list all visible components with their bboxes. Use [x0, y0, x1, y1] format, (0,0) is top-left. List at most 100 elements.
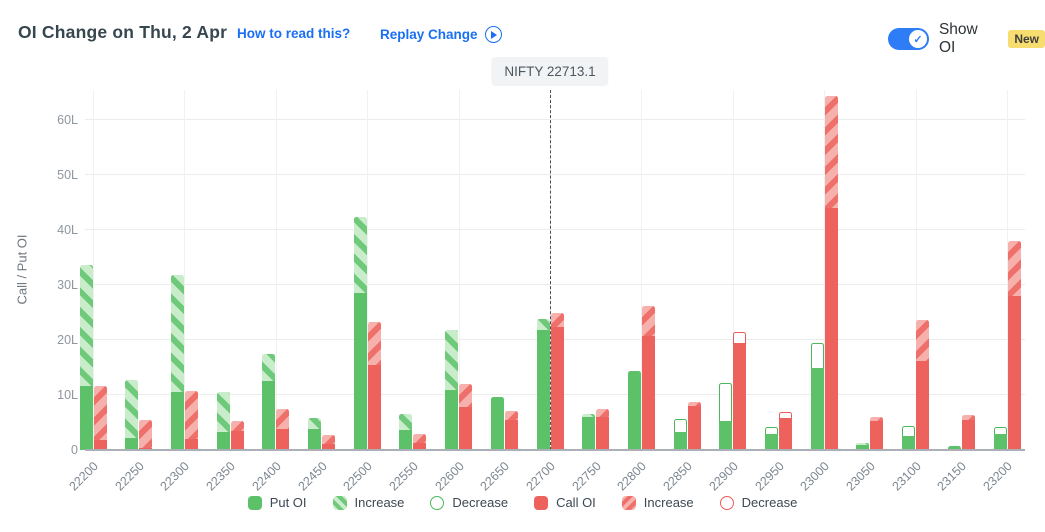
call-oi-segment: [367, 364, 381, 450]
put-oi-segment: [536, 330, 550, 450]
oi-bar-call-22850[interactable]: [687, 401, 701, 450]
oi-change-chart: [79, 90, 1025, 450]
oi-bar-call-22350[interactable]: [230, 421, 244, 450]
oi-bar-call-23000[interactable]: [824, 95, 838, 450]
oi-bar-call-22950[interactable]: [779, 411, 792, 450]
call-oi-segment: [230, 431, 244, 450]
oi-bar-put-23200[interactable]: [993, 426, 1007, 450]
y-tick-label: 40L: [57, 223, 78, 237]
oi-bar-call-23050[interactable]: [870, 417, 884, 450]
call-oi-segment: [184, 439, 198, 450]
chart-legend: Put OI Increase Decrease Call OI Increase Dec…: [0, 495, 1045, 510]
oi-bar-put-22850[interactable]: [673, 418, 687, 450]
legend-item-red-solid: Call OI: [534, 495, 596, 510]
oi-bar-put-22700[interactable]: [536, 318, 550, 450]
oi-bar-call-22400[interactable]: [276, 408, 290, 450]
put-increase-segment: [170, 275, 184, 393]
gridline: [733, 90, 734, 450]
oi-bar-put-22900[interactable]: [719, 382, 733, 450]
put-oi-segment: [627, 371, 641, 450]
oi-bar-put-22400[interactable]: [262, 353, 276, 450]
put-decrease-segment: [765, 426, 778, 434]
oi-bar-call-22800[interactable]: [641, 305, 655, 450]
put-oi-segment: [353, 293, 367, 450]
oi-bar-put-22300[interactable]: [170, 275, 184, 450]
put-oi-segment: [947, 445, 961, 450]
oi-bar-put-22550[interactable]: [399, 414, 413, 450]
oi-bar-put-22750[interactable]: [582, 414, 596, 450]
oi-bar-call-22450[interactable]: [322, 434, 335, 450]
oi-bar-call-23150[interactable]: [961, 415, 975, 450]
call-oi-segment: [641, 335, 655, 450]
put-oi-segment: [170, 392, 184, 450]
play-icon[interactable]: [484, 26, 502, 43]
replay-change-button[interactable]: Replay Change: [380, 26, 502, 43]
x-axis-line: [85, 449, 1025, 451]
put-increase-segment: [79, 264, 93, 386]
put-oi-segment: [490, 396, 504, 450]
put-increase-segment: [262, 353, 276, 382]
call-oi-segment: [596, 417, 610, 450]
oi-bar-call-23100[interactable]: [916, 320, 930, 450]
call-oi-segment: [550, 326, 564, 450]
put-oi-segment: [399, 429, 413, 450]
oi-bar-put-22800[interactable]: [627, 371, 641, 450]
gridline: [641, 90, 642, 450]
oi-bar-call-22250[interactable]: [139, 419, 153, 450]
call-oi-segment: [824, 208, 838, 450]
put-increase-segment: [582, 414, 596, 417]
call-increase-segment: [276, 408, 290, 430]
oi-bar-put-22350[interactable]: [216, 392, 230, 450]
oi-bar-call-23200[interactable]: [1007, 241, 1021, 450]
call-increase-segment: [1007, 241, 1021, 296]
call-oi-segment: [276, 429, 290, 450]
call-oi-segment: [322, 443, 335, 450]
y-tick-label: 20L: [57, 333, 78, 347]
gridline: [367, 90, 368, 450]
call-increase-segment: [230, 421, 244, 432]
put-decrease-segment: [810, 342, 824, 368]
oi-bar-put-23100[interactable]: [902, 426, 916, 450]
oi-bar-call-22500[interactable]: [367, 321, 381, 450]
call-oi-segment: [961, 420, 975, 450]
call-increase-segment: [322, 434, 335, 444]
green-hatch-swatch-icon: [332, 495, 347, 510]
put-oi-segment: [216, 432, 230, 450]
red-solid-swatch-icon: [534, 495, 549, 510]
oi-bar-put-22650[interactable]: [490, 396, 504, 450]
oi-bar-call-22700[interactable]: [550, 312, 564, 450]
put-oi-segment: [993, 433, 1007, 450]
oi-bar-call-22550[interactable]: [413, 433, 427, 450]
oi-bar-call-22750[interactable]: [596, 408, 610, 450]
oi-bar-put-22200[interactable]: [79, 264, 93, 450]
oi-bar-put-22250[interactable]: [125, 379, 139, 450]
gridline: [276, 90, 277, 450]
gridline: [85, 174, 1025, 175]
red-hatch-swatch-icon: [621, 495, 636, 510]
oi-bar-call-22300[interactable]: [184, 390, 198, 450]
call-oi-segment: [1007, 296, 1021, 450]
gridline: [85, 119, 1025, 120]
oi-bar-put-23050[interactable]: [856, 442, 870, 450]
put-increase-segment: [536, 318, 550, 331]
call-oi-segment: [93, 439, 107, 450]
show-oi-toggle[interactable]: ✓: [888, 28, 929, 50]
put-oi-segment: [125, 437, 139, 450]
spot-dashed-line: [550, 90, 551, 450]
oi-bar-put-22600[interactable]: [445, 330, 459, 450]
oi-bar-put-23150[interactable]: [947, 445, 961, 450]
oi-bar-put-22500[interactable]: [353, 216, 367, 450]
legend-label: Decrease: [452, 495, 509, 510]
oi-bar-call-22200[interactable]: [93, 386, 107, 450]
put-increase-segment: [308, 417, 321, 429]
oi-bar-call-22600[interactable]: [459, 384, 473, 450]
how-to-read-link[interactable]: How to read this?: [237, 26, 351, 41]
oi-bar-put-23000[interactable]: [810, 342, 824, 450]
oi-bar-put-22450[interactable]: [308, 417, 321, 450]
oi-bar-call-22650[interactable]: [504, 410, 518, 450]
call-decrease-segment: [779, 411, 792, 419]
put-oi-segment: [79, 385, 93, 450]
oi-bar-put-22950[interactable]: [765, 426, 778, 450]
y-tick-label: 30L: [57, 278, 78, 292]
oi-bar-call-22900[interactable]: [733, 332, 747, 450]
